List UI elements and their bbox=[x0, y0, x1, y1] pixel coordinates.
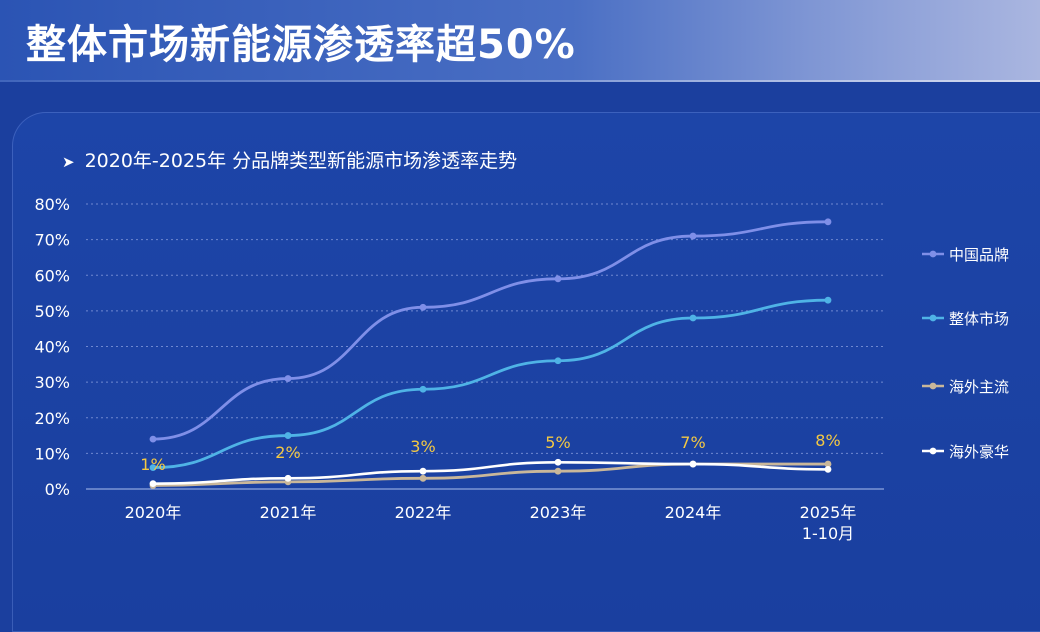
x-tick-label: 1-10月 bbox=[802, 524, 854, 543]
header-divider bbox=[0, 80, 1040, 82]
x-tick-label: 2024年 bbox=[665, 503, 722, 522]
series-line-3 bbox=[151, 460, 830, 485]
chart-subtitle-text: 2020年-2025年 分品牌类型新能源市场渗透率走势 bbox=[84, 150, 518, 172]
series-line-1 bbox=[151, 298, 830, 470]
legend-swatch-marker bbox=[929, 382, 937, 390]
data-point bbox=[824, 460, 832, 468]
data-point bbox=[419, 474, 427, 482]
y-tick-label: 40% bbox=[34, 338, 70, 357]
x-tick-label: 2020年 bbox=[125, 503, 182, 522]
y-tick-label: 0% bbox=[45, 480, 70, 499]
chart-subtitle: ➤ 2020年-2025年 分品牌类型新能源市场渗透率走势 bbox=[62, 146, 517, 173]
y-tick-label: 30% bbox=[34, 373, 70, 392]
data-point bbox=[284, 432, 292, 439]
data-label: 7% bbox=[680, 433, 705, 452]
data-point bbox=[689, 314, 697, 322]
data-point bbox=[824, 466, 832, 473]
page-title: 整体市场新能源渗透率超50% bbox=[26, 22, 576, 68]
legend-swatch-marker bbox=[929, 250, 937, 258]
x-tick-label: 2025年 bbox=[800, 503, 857, 522]
legend-label: 海外豪华 bbox=[949, 443, 1009, 461]
series-line-0 bbox=[151, 220, 830, 441]
data-point bbox=[419, 385, 427, 393]
arrow-icon: ➤ bbox=[62, 153, 75, 171]
x-tick-label: 2022年 bbox=[395, 503, 452, 522]
legend-label: 中国品牌 bbox=[949, 246, 1009, 264]
line-chart: 0% 10% 20% 30% 40% 50% 60% 70% 80% 2020年 2021年 2022… bbox=[34, 195, 1009, 543]
x-tick-label: 2021年 bbox=[260, 503, 317, 522]
y-tick-label: 60% bbox=[34, 266, 70, 285]
data-point bbox=[824, 218, 832, 226]
legend-swatch-marker bbox=[929, 314, 937, 322]
content-panel bbox=[12, 112, 1040, 632]
legend-label: 海外主流 bbox=[949, 378, 1009, 396]
data-point bbox=[419, 303, 427, 311]
data-point bbox=[824, 296, 832, 304]
data-point bbox=[419, 467, 427, 475]
data-point bbox=[284, 375, 292, 382]
data-point bbox=[149, 464, 157, 472]
data-point bbox=[284, 474, 292, 482]
data-point bbox=[554, 467, 562, 475]
data-point bbox=[689, 460, 697, 468]
data-label: 8% bbox=[815, 431, 840, 450]
data-label: 1% bbox=[140, 455, 165, 474]
x-tick-label: 2023年 bbox=[530, 503, 587, 522]
data-point bbox=[554, 275, 562, 283]
data-label: 3% bbox=[410, 437, 435, 456]
legend-swatch-marker bbox=[929, 447, 937, 455]
data-point bbox=[149, 480, 157, 488]
data-point bbox=[554, 458, 562, 466]
data-point bbox=[149, 435, 157, 443]
legend-label: 整体市场 bbox=[949, 310, 1009, 328]
data-point bbox=[689, 232, 697, 240]
y-tick-label: 20% bbox=[34, 409, 70, 428]
y-tick-label: 50% bbox=[34, 302, 70, 321]
y-tick-label: 70% bbox=[34, 231, 70, 250]
header-banner bbox=[0, 0, 1040, 82]
data-point bbox=[554, 357, 562, 365]
y-tick-label: 80% bbox=[34, 195, 70, 214]
data-label: 2% bbox=[275, 443, 300, 462]
data-label: 5% bbox=[545, 433, 570, 452]
y-tick-label: 10% bbox=[34, 444, 70, 463]
